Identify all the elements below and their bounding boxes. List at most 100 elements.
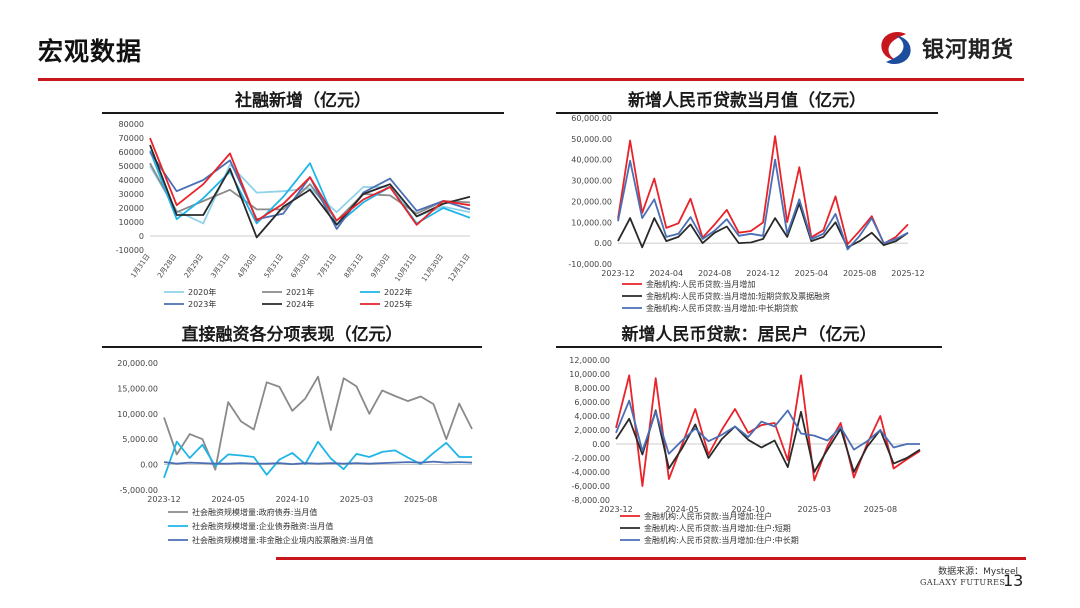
series-line — [615, 409, 921, 473]
y-tick-label: 20,000.00 — [571, 197, 612, 206]
y-tick-label: 60000 — [119, 148, 144, 157]
x-tick-label: 2024-05 — [211, 495, 244, 504]
series-line — [163, 460, 473, 465]
x-tick-label: 10月31日 — [393, 253, 418, 284]
legend-label: 2024年 — [286, 299, 314, 309]
y-tick-label: 15,000.00 — [117, 384, 158, 393]
title-rule — [556, 346, 942, 348]
series-line — [617, 158, 909, 251]
chart-svg: -10000 0 10000 20000 30000 40000 50000 60000 700… — [116, 120, 472, 309]
x-tick-label: 2月29日 — [183, 253, 205, 280]
chart-svg: -10,000.00 0.00 10,000.00 20,000.00 30,000.0… — [568, 114, 924, 313]
chart-title: 直接融资各分项表现（亿元） — [181, 325, 403, 345]
y-tick-label: 80000 — [119, 120, 144, 129]
y-tick-label: 20000 — [119, 204, 144, 213]
x-tick-label: 2024-10 — [276, 495, 309, 504]
x-tick-label: 2025-08 — [864, 505, 897, 514]
y-tick-label: 20,000.00 — [117, 359, 158, 368]
y-tick-label: 10,000.00 — [117, 410, 158, 419]
x-tick-label: 2023-12 — [147, 495, 180, 504]
x-tick-label: 2025-03 — [340, 495, 373, 504]
legend-label: 2021年 — [286, 287, 314, 297]
logo-text: 银河期货 — [922, 38, 1015, 63]
y-tick-label: 10000 — [119, 218, 144, 227]
chart-panel-direct-financing: 直接融资各分项表现（亿元） -5,000.00 0.00 5,000.00 10,00… — [102, 320, 482, 554]
title-rule — [556, 112, 938, 114]
x-tick-label: 7月31日 — [316, 253, 338, 280]
company-logo: 银河期货 — [876, 28, 1014, 68]
y-tick-label: 40,000.00 — [571, 156, 612, 165]
y-tick-label: 10,000.00 — [571, 218, 612, 227]
x-tick-label: 1月31日 — [129, 253, 151, 280]
legend-label: 2023年 — [188, 299, 216, 309]
y-tick-label: -5,000.00 — [119, 486, 158, 495]
y-tick-label: 12,000.00 — [569, 356, 610, 365]
footer-rule — [276, 557, 1026, 560]
y-tick-label: 0.00 — [594, 239, 612, 248]
legend-label: 社会融资规模增量:企业债券融资:当月值 — [192, 521, 333, 531]
y-tick-label: -4,000.00 — [571, 468, 610, 477]
x-tick-label: 2025-08 — [843, 269, 876, 278]
page-number: 13 — [1003, 571, 1024, 590]
y-tick-label: 6,000.00 — [574, 398, 610, 407]
x-tick-label: 2025-12 — [891, 269, 924, 278]
title-rule — [102, 112, 504, 114]
y-tick-label: -10000 — [116, 246, 144, 255]
chart-svg: -8,000.00 -6,000.00 -4,000.00 -2,000.00 0.00… — [569, 356, 921, 545]
legend-label: 2022年 — [384, 287, 412, 297]
x-tick-label: 2025-04 — [795, 269, 828, 278]
y-tick-label: 0.00 — [140, 461, 158, 470]
legend-label: 社会融资规模增量:政府债券:当月值 — [192, 507, 317, 517]
x-tick-label: 9月30日 — [369, 253, 391, 280]
x-tick-label: 2024-04 — [650, 269, 683, 278]
y-tick-label: -8,000.00 — [571, 496, 610, 505]
chart-panel-rmb-loans: 新增人民币贷款当月值（亿元） -10,000.00 0.00 10,000.00 20… — [556, 86, 938, 318]
y-tick-label: 50000 — [119, 162, 144, 171]
header-rule — [38, 78, 1024, 81]
x-tick-label: 4月30日 — [236, 253, 258, 280]
x-tick-label: 6月30日 — [289, 253, 311, 280]
y-tick-label: 4,000.00 — [574, 412, 610, 421]
chart-svg: -5,000.00 0.00 5,000.00 10,000.00 15,000.00 2… — [117, 359, 473, 545]
y-tick-label: 40000 — [119, 176, 144, 185]
y-tick-label: 60,000.00 — [571, 114, 612, 123]
series-line — [163, 375, 473, 471]
galaxy-logo-icon — [881, 31, 911, 65]
x-tick-label: 2月28日 — [156, 253, 178, 280]
data-source: 数据来源：Mysteel — [938, 567, 1018, 577]
x-tick-label: 3月31日 — [209, 253, 231, 280]
x-tick-label: 11月30日 — [420, 253, 445, 284]
series-line — [149, 137, 471, 226]
y-tick-label: 50,000.00 — [571, 135, 612, 144]
legend-label: 金融机构:人民币贷款:当月增加 — [646, 279, 755, 289]
chart-title: 社融新增（亿元） — [235, 91, 371, 111]
legend-label: 金融机构:人民币贷款:当月增加:短期贷款及票据融资 — [646, 291, 830, 301]
series-line — [149, 162, 471, 222]
legend-label: 金融机构:人民币贷款:当月增加:中长期贷款 — [646, 303, 798, 313]
legend-label: 金融机构:人民币贷款:当月增加:住户:中长期 — [644, 535, 799, 545]
footer-brand: GALAXY FUTURES — [920, 578, 1006, 587]
chart-panel-household-loans: 新增人民币贷款：居民户（亿元） -8,000.00 -6,000.00 -4,000… — [556, 320, 942, 554]
y-tick-label: -6,000.00 — [571, 482, 610, 491]
x-tick-label: 2024-12 — [746, 269, 779, 278]
chart-panel-social-financing: 社融新增（亿元） -10000 0 10000 20000 30000 40000 5000… — [102, 86, 504, 318]
x-tick-label: 2023-12 — [599, 505, 632, 514]
y-tick-label: 5,000.00 — [122, 435, 158, 444]
legend-label: 2020年 — [188, 287, 216, 297]
y-tick-label: 30,000.00 — [571, 177, 612, 186]
series-line — [615, 399, 920, 455]
x-tick-label: 5月31日 — [263, 253, 285, 280]
legend-label: 社会融资规模增量:非金融企业境内股票融资:当月值 — [192, 535, 373, 545]
x-tick-label: 2023-12 — [601, 269, 634, 278]
y-tick-label: -2,000.00 — [571, 454, 610, 463]
series-line — [149, 144, 471, 239]
x-tick-label: 8月31日 — [343, 253, 365, 280]
x-tick-label: 2025-08 — [404, 495, 437, 504]
series-line — [163, 440, 472, 479]
page-title: 宏观数据 — [38, 37, 143, 66]
y-tick-label: 70000 — [119, 134, 144, 143]
y-tick-label: 0 — [139, 232, 144, 241]
series-line — [617, 135, 909, 246]
legend-label: 2025年 — [384, 299, 412, 309]
y-tick-label: 10,000.00 — [569, 370, 610, 379]
